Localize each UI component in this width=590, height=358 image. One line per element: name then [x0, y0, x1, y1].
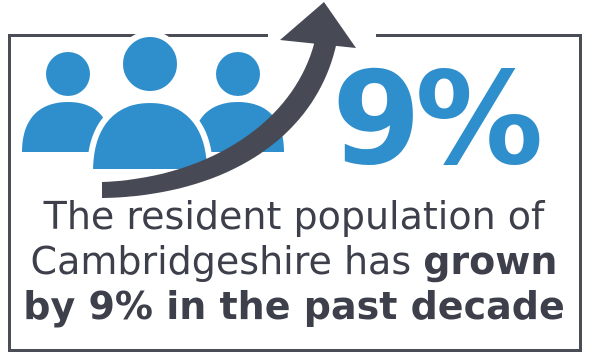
- caption-line-2: Cambridgeshire has grown: [14, 239, 574, 284]
- caption-line-3: by 9% in the past decade: [23, 284, 565, 328]
- upward-trend-arrow-icon: [102, 2, 356, 198]
- caption-line-2-regular: Cambridgeshire has: [30, 239, 424, 283]
- headline-stat: 9%: [332, 45, 543, 194]
- caption-text: The resident population of Cambridgeshir…: [14, 194, 574, 329]
- caption-line-1: The resident population of: [43, 194, 545, 238]
- people-group-icon: [22, 31, 284, 175]
- caption-line-2-bold: grown: [423, 239, 558, 283]
